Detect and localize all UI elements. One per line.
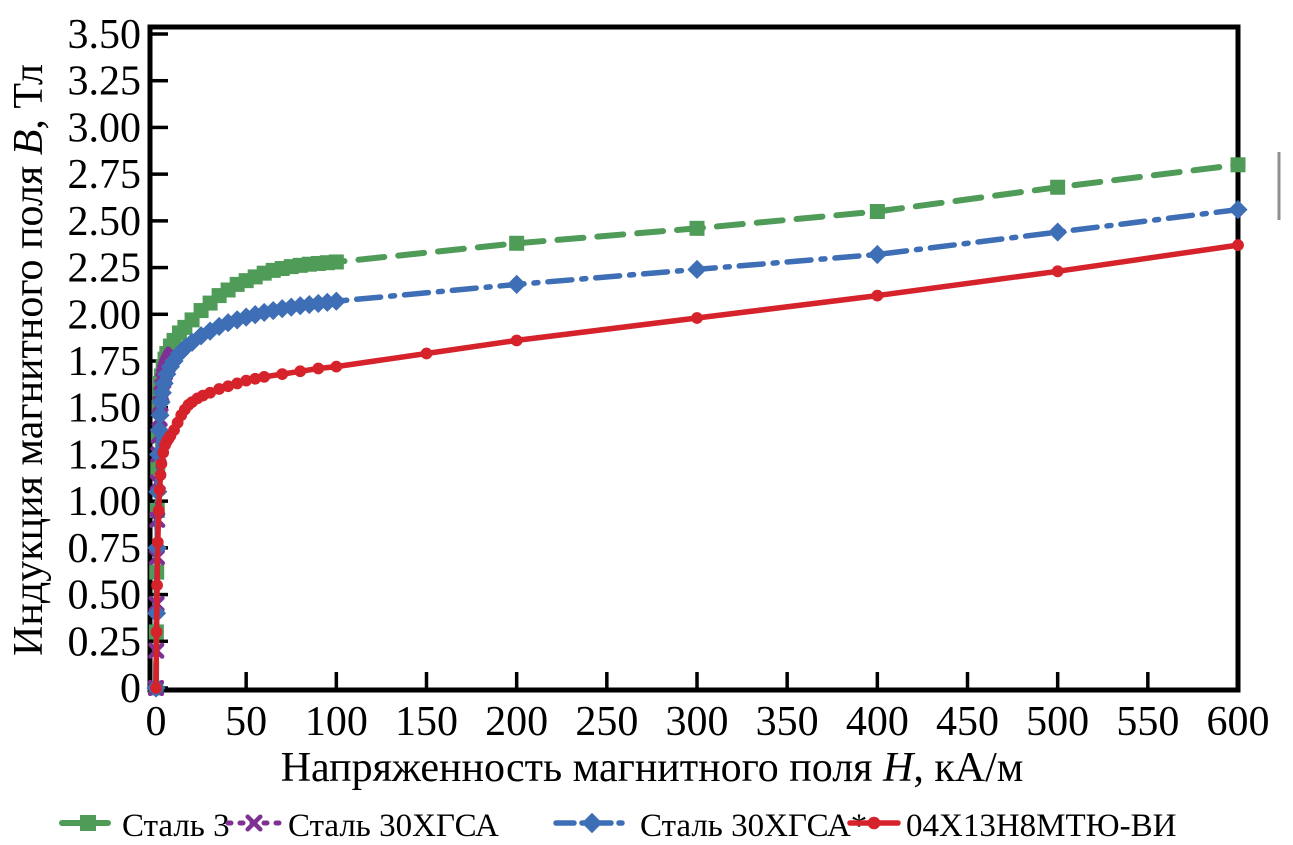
series-stal-3: [148, 157, 1246, 696]
legend-label-stal-3: Сталь 3: [122, 808, 230, 844]
y-tick-label: 0.50: [68, 573, 142, 619]
marker-04h13n8mtyu-vi: [153, 484, 166, 496]
legend-item-stal-3: Сталь 3: [59, 808, 230, 844]
x-tick-label: 50: [225, 699, 267, 745]
legend-marker-stal-3: [80, 815, 96, 831]
marker-stal-30hgsa-star: [150, 405, 170, 425]
marker-stal-30hgsa-star: [152, 383, 172, 403]
marker-04h13n8mtyu-vi: [150, 682, 162, 694]
marker-04h13n8mtyu-vi: [1051, 265, 1064, 278]
legend-marker-04h13n8mtyu-vi: [867, 816, 881, 830]
marker-stal-3: [1050, 179, 1066, 195]
marker-04h13n8mtyu-vi: [151, 536, 164, 549]
marker-stal-30hgsa-star: [687, 259, 707, 280]
marker-04h13n8mtyu-vi: [294, 365, 307, 378]
x-tick-label: 150: [395, 699, 458, 745]
marker-stal-30hgsa-star: [182, 332, 202, 352]
x-tick-label: 300: [666, 699, 729, 745]
x-tick-label: 200: [485, 699, 548, 745]
marker-stal-30hgsa-star: [867, 244, 887, 265]
marker-stal-30hgsa-star: [507, 274, 527, 294]
marker-stal-3: [689, 220, 705, 236]
x-tick-label: 500: [1026, 699, 1089, 745]
marker-04h13n8mtyu-vi: [312, 362, 325, 375]
marker-04h13n8mtyu-vi: [420, 347, 433, 360]
legend-item-04h13n8mtyu-vi: 04Х13Н8МТЮ-ВИ: [847, 808, 1176, 844]
y-tick-label: 1.25: [68, 432, 142, 478]
x-tick-label: 600: [1207, 699, 1270, 745]
marker-stal-3: [1230, 157, 1246, 173]
plot-frame: [147, 24, 1241, 693]
y-tick-label: 3.00: [68, 105, 142, 151]
marker-04h13n8mtyu-vi: [249, 372, 262, 385]
legend: Сталь 3 Сталь 30ХГСА Сталь 30ХГСА* 04Х13Н8М…: [59, 808, 1176, 844]
marker-04h13n8mtyu-vi: [213, 383, 225, 395]
y-tick-label: 0: [120, 666, 141, 712]
x-tick-label: 350: [756, 699, 819, 745]
marker-04h13n8mtyu-vi: [1232, 239, 1244, 252]
x-tick-label: 400: [846, 699, 909, 745]
legend-item-stal-30hgsa-star: Сталь 30ХГСА*: [553, 808, 867, 844]
x-axis-label: Напряженность магнитного поля H, кА/м: [281, 745, 1024, 791]
x-tick-label: 0: [146, 699, 167, 745]
marker-stal-30hgsa-star: [209, 316, 229, 337]
marker-04h13n8mtyu-vi: [231, 377, 244, 390]
marker-04h13n8mtyu-vi: [154, 469, 167, 481]
marker-04h13n8mtyu-vi: [155, 457, 168, 470]
marker-04h13n8mtyu-vi: [151, 579, 163, 592]
y-tick-label: 3.50: [68, 12, 142, 58]
legend-label-stal-30hgsa-star: Сталь 30ХГСА*: [640, 808, 867, 844]
curves-layer: [146, 157, 1248, 698]
legend-marker-stal-30hgsa: [245, 814, 263, 832]
marker-04h13n8mtyu-vi: [222, 380, 235, 393]
x-tick-label: 550: [1116, 699, 1179, 745]
y-axis-label: Индукция магнитного поля B, Тл: [6, 64, 52, 656]
marker-stal-30hgsa-star: [254, 302, 274, 323]
y-tick-label: 2.75: [68, 152, 142, 198]
marker-stal-30hgsa-star: [151, 392, 171, 412]
marker-04h13n8mtyu-vi: [510, 334, 523, 347]
marker-stal-30hgsa-star: [169, 343, 190, 364]
marker-stal-3: [328, 254, 344, 270]
curve-stal-3: [153, 161, 1241, 691]
legend-label-04h13n8mtyu-vi: 04Х13Н8МТЮ-ВИ: [906, 808, 1176, 844]
y-tick-label: 1.50: [68, 386, 142, 432]
x-axis-ticks: 0 50 100 150 200 250 300 350 400 450 500 550 600: [146, 672, 1270, 745]
x-tick-label: 450: [936, 699, 999, 745]
marker-04h13n8mtyu-vi: [691, 312, 703, 324]
marker-stal-30hgsa-star: [1228, 200, 1248, 220]
marker-stal-30hgsa-star: [1048, 222, 1068, 242]
marker-04h13n8mtyu-vi: [150, 626, 163, 638]
y-tick-label: 3.25: [68, 59, 142, 105]
y-tick-label: 0.25: [68, 619, 142, 665]
marker-04h13n8mtyu-vi: [258, 371, 271, 383]
marker-04h13n8mtyu-vi: [204, 386, 216, 399]
marker-stal-3: [509, 235, 525, 251]
y-tick-label: 0.75: [68, 526, 142, 572]
marker-04h13n8mtyu-vi: [871, 289, 884, 302]
legend-label-stal-30hgsa: Сталь 30ХГСА: [288, 808, 499, 844]
legend-marker-stal-30hgsa-star: [581, 812, 603, 834]
y-tick-label: 2.50: [68, 199, 142, 245]
y-tick-label: 1.00: [68, 479, 142, 525]
y-tick-label: 1.75: [68, 339, 142, 385]
marker-04h13n8mtyu-vi: [330, 360, 343, 373]
marker-stal-30hgsa-star: [175, 338, 195, 358]
marker-stal-30hgsa-star: [326, 291, 346, 311]
marker-04h13n8mtyu-vi: [152, 504, 165, 517]
series-04h13n8mtyu-vi: [150, 239, 1244, 694]
x-tick-label: 100: [305, 699, 368, 745]
marker-04h13n8mtyu-vi: [276, 368, 289, 380]
marker-04h13n8mtyu-vi: [240, 374, 253, 387]
marker-stal-3: [869, 204, 885, 220]
y-tick-label: 2.25: [68, 246, 142, 292]
series-stal-30hgsa-star: [146, 200, 1248, 698]
curve-stal-30hgsa-star: [153, 206, 1241, 691]
y-tick-label: 2.00: [68, 292, 142, 338]
legend-item-stal-30hgsa: Сталь 30ХГСА: [225, 808, 499, 844]
x-tick-label: 250: [575, 699, 638, 745]
